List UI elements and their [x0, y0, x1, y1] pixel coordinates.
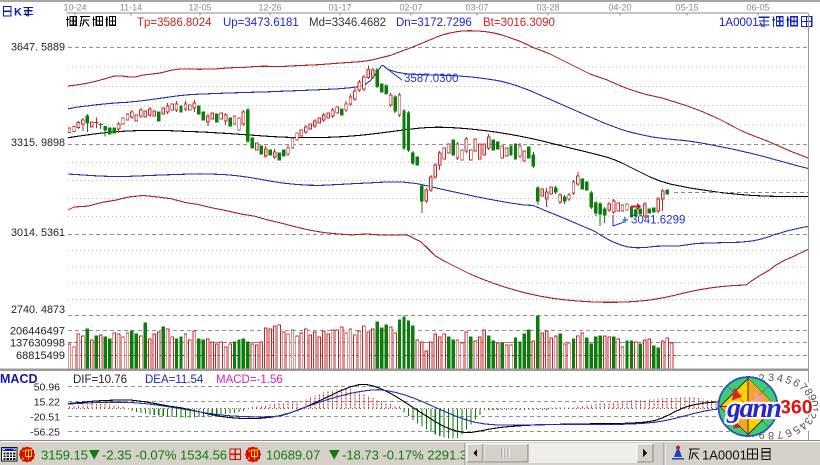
svg-text:1: 1 — [807, 406, 820, 413]
svg-text:9: 9 — [805, 393, 818, 403]
svg-text:7: 7 — [776, 428, 784, 441]
svg-text:2740. 4873: 2740. 4873 — [11, 304, 65, 316]
svg-text:12-26: 12-26 — [258, 3, 281, 13]
svg-text:3587.0300: 3587.0300 — [404, 73, 458, 85]
svg-text:MACD: MACD — [0, 372, 38, 386]
svg-text:01-17: 01-17 — [328, 3, 351, 13]
svg-text:11-14: 11-14 — [120, 3, 142, 13]
svg-text:Tp=3586.8024: Tp=3586.8024 — [137, 17, 212, 29]
svg-text:3: 3 — [801, 415, 814, 426]
svg-text:3: 3 — [768, 372, 774, 384]
svg-text:-56.25: -56.25 — [30, 427, 60, 439]
svg-text:1A0001: 1A0001 — [719, 17, 759, 29]
svg-text:50.96: 50.96 — [34, 382, 60, 394]
svg-text:4: 4 — [776, 372, 784, 385]
svg-text:Up=3473.6181: Up=3473.6181 — [223, 17, 299, 29]
svg-text:137630998: 137630998 — [10, 338, 65, 350]
svg-text:6: 6 — [783, 426, 793, 439]
svg-text:DEA=11.54: DEA=11.54 — [145, 374, 204, 386]
svg-text:0: 0 — [807, 400, 820, 407]
svg-text:12-05: 12-05 — [188, 3, 211, 13]
svg-text:06-05: 06-05 — [746, 3, 769, 13]
svg-text:03-07: 03-07 — [465, 3, 488, 13]
svg-text:3647. 5889: 3647. 5889 — [11, 42, 65, 54]
svg-text:8: 8 — [801, 387, 814, 398]
svg-text:-2.35 -0.07% 1534.56: -2.35 -0.07% 1534.56 — [102, 448, 227, 463]
svg-text:MACD=-1.56: MACD=-1.56 — [216, 374, 283, 386]
svg-text:-18.73 -0.17% 2291.3: -18.73 -0.17% 2291.3 — [342, 448, 467, 463]
svg-text:1A0001: 1A0001 — [702, 448, 747, 463]
svg-text:10689.07: 10689.07 — [266, 448, 320, 463]
svg-text:03-28: 03-28 — [536, 3, 559, 13]
svg-text:Bt=3016.3090: Bt=3016.3090 — [483, 17, 555, 29]
svg-text:5: 5 — [783, 374, 793, 387]
svg-text:Md=3346.4682: Md=3346.4682 — [309, 17, 386, 29]
svg-text:3159.15: 3159.15 — [41, 448, 88, 463]
svg-text:10-24: 10-24 — [63, 3, 86, 13]
svg-text:04-20: 04-20 — [608, 3, 631, 13]
svg-text:2: 2 — [805, 410, 818, 420]
svg-text:-20.51: -20.51 — [30, 412, 60, 424]
svg-text:68815499: 68815499 — [16, 350, 65, 362]
svg-text:gann: gann — [726, 393, 781, 424]
svg-text:Dn=3172.7296: Dn=3172.7296 — [396, 17, 472, 29]
svg-text:3014. 5361: 3014. 5361 — [11, 227, 65, 239]
svg-text:K: K — [14, 7, 22, 19]
svg-text:DIF=10.76: DIF=10.76 — [73, 374, 127, 386]
svg-text:3041.6299: 3041.6299 — [631, 215, 685, 227]
svg-text:9: 9 — [758, 428, 766, 441]
svg-text:360: 360 — [780, 397, 813, 419]
svg-text:206446497: 206446497 — [10, 326, 65, 338]
svg-text:3315. 9898: 3315. 9898 — [11, 137, 65, 149]
svg-text:02-07: 02-07 — [399, 3, 422, 13]
svg-text:05-15: 05-15 — [675, 3, 698, 13]
svg-text:2: 2 — [758, 372, 766, 385]
svg-text:15.22: 15.22 — [34, 397, 60, 409]
svg-text:8: 8 — [768, 429, 774, 441]
